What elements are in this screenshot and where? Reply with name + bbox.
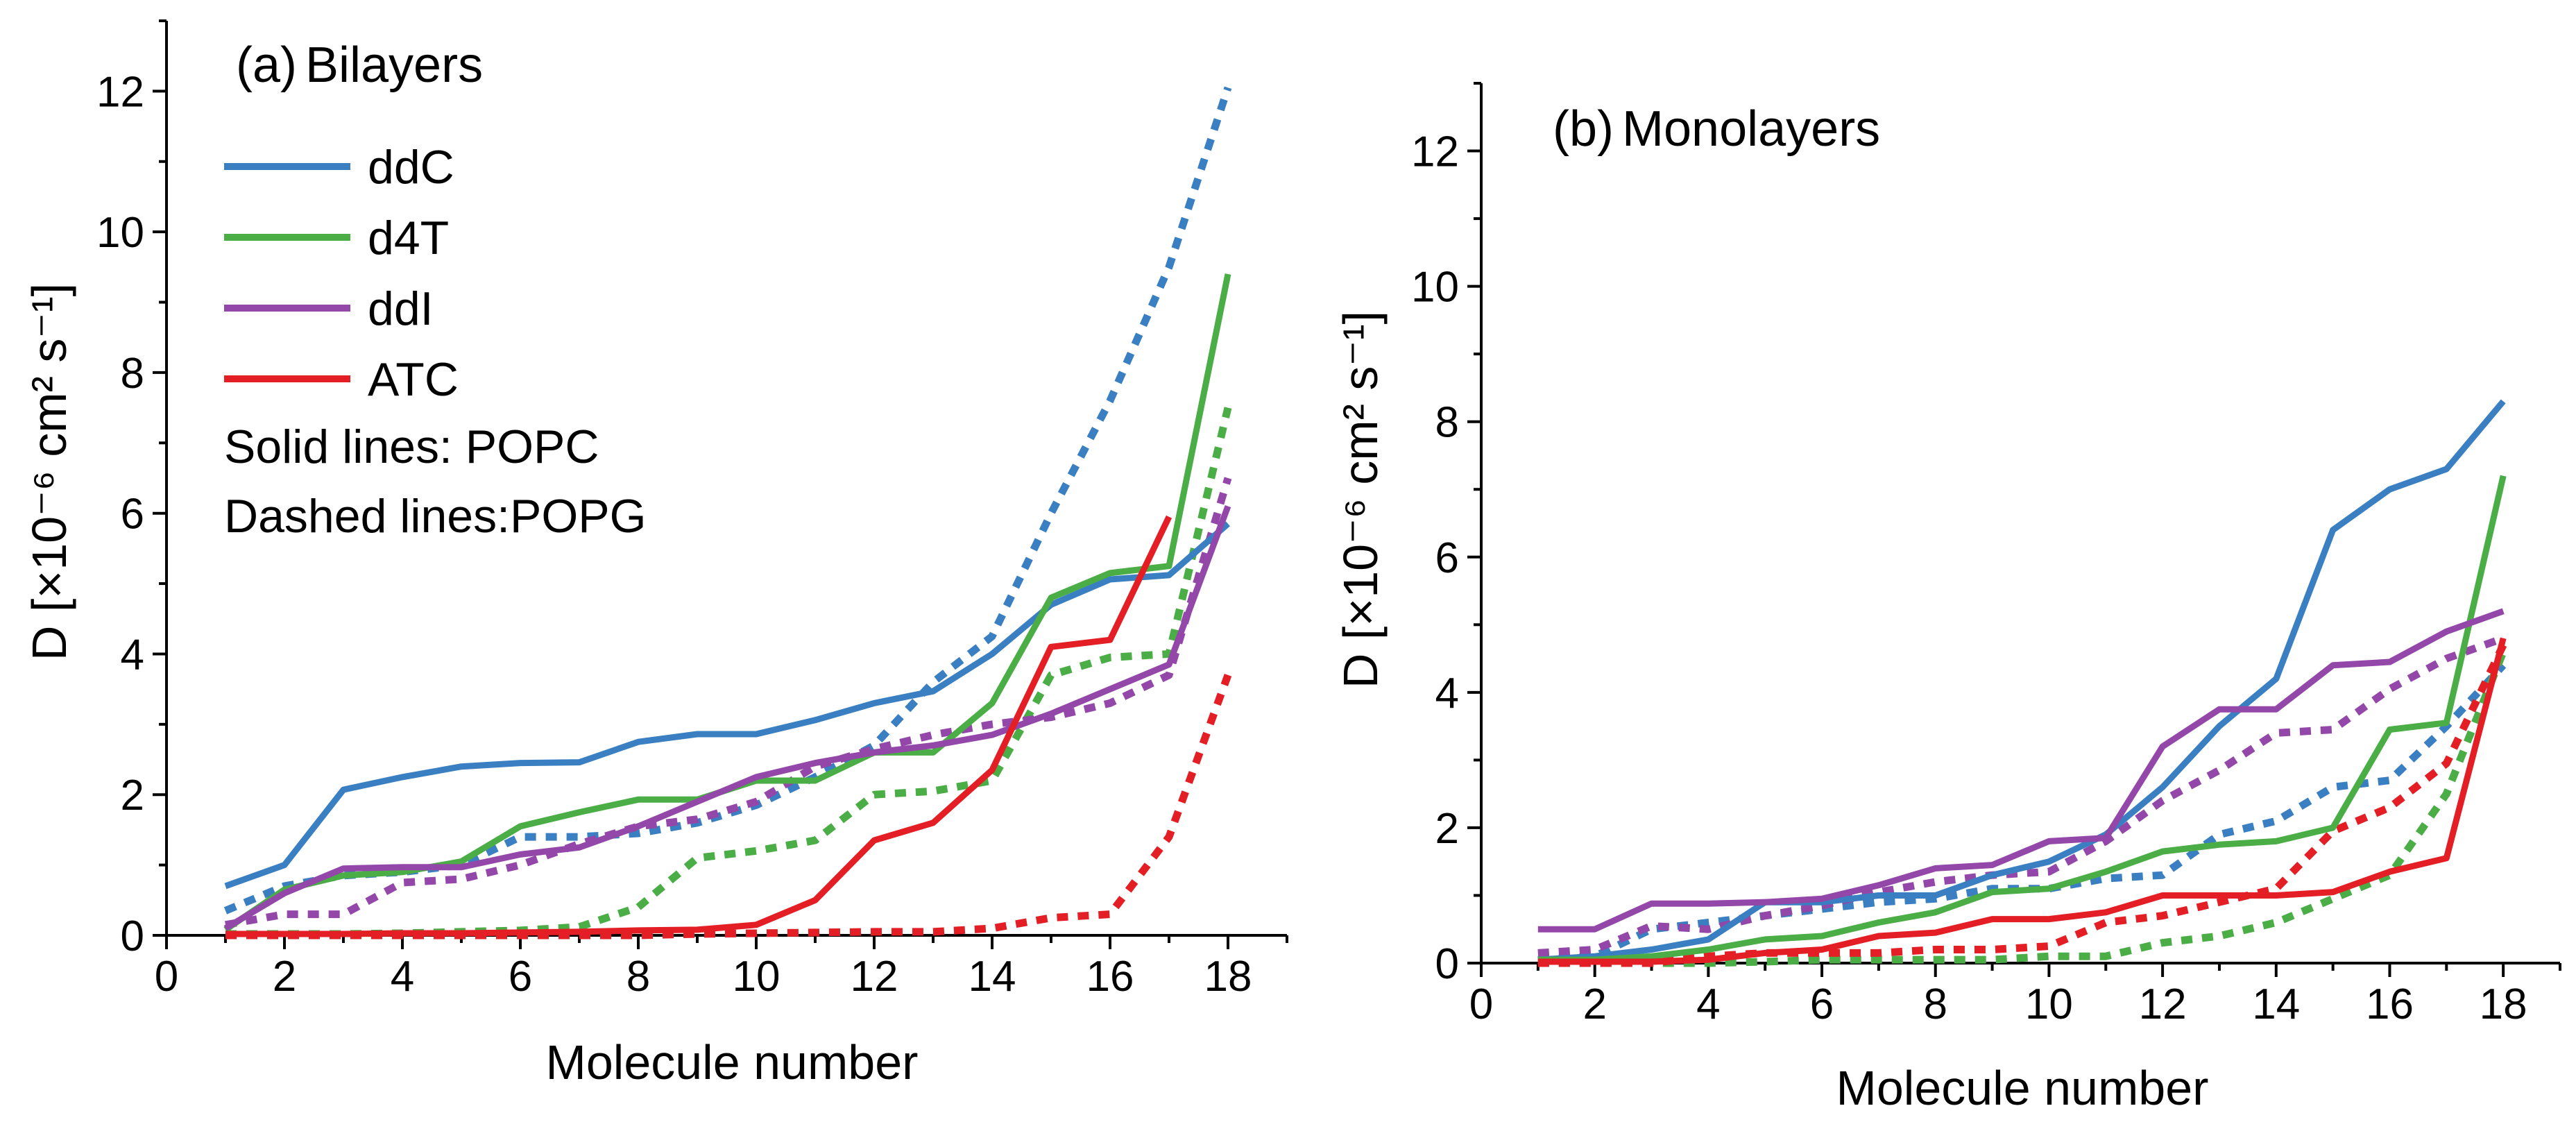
panel-a-x-tick-label: 8 — [626, 953, 650, 1001]
panel-a-x-tick-label: 12 — [851, 953, 898, 1001]
panel-a-series-ddi — [223, 505, 1231, 931]
panel-b-series-ddc-popg — [1537, 663, 2507, 964]
panel-b-ylabel: D [×10⁻⁶ cm² s⁻¹] — [1333, 311, 1388, 688]
panel-b: 0 2 4 6 8 10 12 14 16 18 0 2 4 6 8 10 12 (b) Monolayers M… — [1333, 82, 2561, 1115]
panel-a-y-tick-label: 12 — [96, 68, 144, 116]
panel-a-y-tick-label: 10 — [96, 209, 144, 257]
panel-a-x-tick-label: 0 — [155, 953, 178, 1001]
panel-b-x-tick-label: 12 — [2139, 980, 2187, 1028]
panel-b-x-tick-label: 0 — [1469, 980, 1493, 1028]
panel-b-y-tick-label: 12 — [1411, 128, 1459, 176]
panel-a-y-tick-label: 0 — [121, 912, 144, 960]
panel-b-y-tick-label: 0 — [1435, 940, 1459, 988]
panel-a-x-tick-label: 2 — [273, 953, 296, 1001]
legend-label-ddi: ddI — [368, 282, 434, 335]
panel-b-series-atc — [1537, 637, 2507, 965]
panel-b-series-d4t-popg — [1537, 650, 2507, 967]
note-solid-lines: Solid lines: POPC — [224, 420, 599, 473]
panel-a-series-atc — [225, 515, 1172, 937]
panel-b-x-tick-label: 16 — [2366, 980, 2414, 1028]
panel-b-series-ddc — [1537, 399, 2506, 963]
panel-a: 0 2 4 6 8 10 12 14 16 18 0 2 4 6 8 10 12 (a) Bilayers ddC… — [22, 19, 1288, 1089]
panel-a-series-ddc — [224, 521, 1230, 890]
panel-a-x-tick-label: 14 — [969, 953, 1016, 1001]
note-dashed-lines: Dashed lines:POPG — [224, 490, 647, 543]
panel-b-y-tick-label: 8 — [1435, 399, 1459, 447]
panel-b-y-tick-label: 10 — [1411, 264, 1459, 312]
panel-a-x-tick-label: 4 — [391, 953, 414, 1001]
panel-a-y-tick-label: 4 — [121, 631, 144, 679]
panel-b-series-ddi — [1537, 608, 2505, 933]
legend-label-atc: ATC — [368, 353, 459, 406]
panel-b-series — [1537, 399, 2507, 967]
panel-b-x-tick-label: 10 — [2025, 980, 2073, 1028]
panel-a-x-tick-label: 16 — [1086, 953, 1134, 1001]
panel-b-title: (b) Monolayers — [1553, 101, 1880, 157]
panel-a-x-tick-label: 6 — [509, 953, 532, 1001]
panel-b-x-tick-label: 4 — [1696, 980, 1720, 1028]
legend-label-ddc: ddC — [368, 141, 454, 194]
panel-a-series-d4t-popg — [225, 407, 1232, 938]
panel-a-ylabel: D [×10⁻⁶ cm² s⁻¹] — [22, 283, 76, 661]
panel-b-x-tick-label: 8 — [1923, 980, 1947, 1028]
panel-a-y-tick-label: 6 — [121, 491, 144, 538]
panel-a-xlabel: Molecule number — [546, 1035, 919, 1089]
panel-a-x-tick-label: 10 — [733, 953, 781, 1001]
panel-b-series-d4t — [1537, 475, 2507, 963]
panel-b-y-tick-label: 4 — [1435, 670, 1459, 717]
panel-b-y-tick-label: 2 — [1435, 805, 1459, 853]
panel-b-x-tick-label: 14 — [2252, 980, 2300, 1028]
panel-a-y-tick-label: 2 — [121, 772, 144, 819]
panel-a-y-tick-label: 8 — [121, 350, 144, 398]
panel-a-title: (a) Bilayers — [236, 37, 483, 93]
panel-a-x-tick-label: 18 — [1204, 953, 1252, 1001]
panel-a-series — [223, 86, 1232, 940]
legend-label-d4t: d4T — [368, 212, 449, 264]
panel-b-y-tick-label: 6 — [1435, 534, 1459, 582]
panel-b-axes: 0 2 4 6 8 10 12 14 16 18 0 2 4 6 8 10 12 — [1411, 82, 2561, 1028]
panel-b-x-tick-label: 18 — [2480, 980, 2527, 1028]
panel-b-xlabel: Molecule number — [1836, 1061, 2209, 1115]
panel-a-legend: ddC d4T ddI ATC — [224, 141, 459, 406]
panel-a-axes: 0 2 4 6 8 10 12 14 16 18 0 2 4 6 8 10 12 — [96, 19, 1288, 1001]
panel-a-series-ddi-popg — [225, 477, 1232, 929]
panel-b-series-atc-popg — [1537, 643, 2507, 967]
panel-b-series-ddi-popg — [1537, 634, 2505, 957]
panel-b-x-tick-label: 6 — [1810, 980, 1834, 1028]
panel-b-x-tick-label: 2 — [1583, 980, 1606, 1028]
